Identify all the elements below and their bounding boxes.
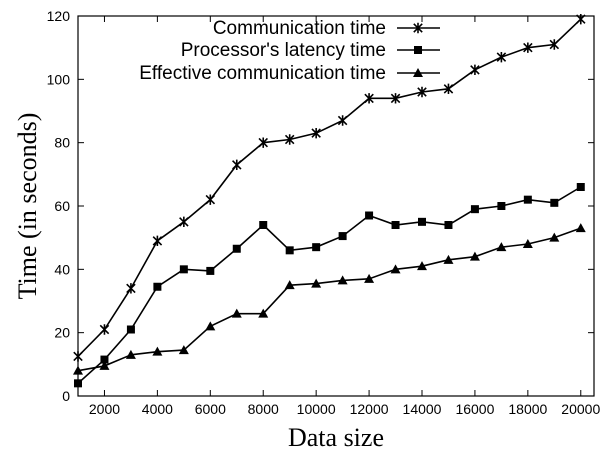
series-line bbox=[77, 186, 582, 384]
data-point bbox=[391, 221, 400, 229]
data-point bbox=[285, 246, 294, 255]
data-point bbox=[232, 244, 241, 253]
data-point bbox=[443, 254, 454, 264]
data-point bbox=[153, 282, 162, 291]
legend-marker bbox=[413, 68, 423, 77]
data-point bbox=[576, 183, 585, 191]
data-point bbox=[178, 345, 189, 355]
data-point bbox=[206, 266, 215, 275]
x-tick-label: 2000 bbox=[89, 401, 120, 417]
data-point bbox=[496, 242, 507, 252]
data-point bbox=[284, 134, 295, 145]
data-point bbox=[390, 264, 401, 274]
data-point bbox=[73, 365, 83, 375]
axes: 0 20 40 60 80 100 120 2000 4000 6000 8000 10000 1200… bbox=[47, 8, 601, 417]
data-point bbox=[417, 261, 427, 271]
data-point bbox=[443, 83, 454, 95]
data-point bbox=[390, 93, 401, 104]
y-axis-title: Time (in seconds) bbox=[13, 113, 42, 300]
data-point bbox=[126, 283, 136, 294]
data-point bbox=[523, 42, 533, 53]
data-point bbox=[284, 280, 295, 290]
data-point bbox=[444, 221, 453, 229]
x-tick-label: 16000 bbox=[455, 401, 494, 417]
data-point bbox=[231, 308, 242, 318]
data-point bbox=[99, 360, 110, 370]
legend-label: Effective communication time bbox=[139, 63, 386, 84]
data-point bbox=[125, 349, 136, 359]
data-point bbox=[311, 127, 321, 139]
data-point bbox=[523, 195, 532, 204]
data-point bbox=[337, 115, 348, 126]
data-point bbox=[417, 86, 427, 98]
data-point bbox=[337, 275, 348, 285]
series-line bbox=[77, 227, 582, 372]
data-point bbox=[576, 13, 586, 25]
data-point bbox=[179, 265, 188, 274]
data-point bbox=[99, 324, 110, 335]
data-point bbox=[258, 137, 268, 148]
data-point bbox=[179, 216, 189, 228]
x-tick-label: 6000 bbox=[195, 401, 226, 417]
y-tick-label: 40 bbox=[54, 261, 70, 277]
y-tick-label: 100 bbox=[47, 71, 71, 87]
x-tick-label: 14000 bbox=[403, 401, 442, 417]
data-point bbox=[258, 308, 269, 318]
series-square bbox=[74, 183, 585, 388]
legend-marker bbox=[414, 46, 422, 54]
y-tick-label: 80 bbox=[54, 135, 70, 151]
y-tick-label: 20 bbox=[54, 325, 70, 341]
data-point bbox=[73, 351, 83, 362]
series-star bbox=[73, 13, 586, 362]
data-point bbox=[364, 273, 375, 283]
series-triangle bbox=[73, 223, 586, 375]
series-line bbox=[77, 18, 582, 357]
x-tick-label: 4000 bbox=[142, 401, 173, 417]
data-point bbox=[364, 93, 374, 104]
data-point bbox=[205, 194, 216, 205]
legend-label: Communication time bbox=[213, 18, 386, 39]
data-point bbox=[338, 232, 347, 241]
data-point bbox=[575, 223, 586, 233]
data-point bbox=[470, 205, 479, 214]
data-point bbox=[522, 239, 533, 248]
x-axis-title: Data size bbox=[288, 423, 384, 452]
data-point bbox=[549, 232, 560, 242]
data-point bbox=[152, 235, 163, 247]
legend-label: Processor's latency time bbox=[181, 40, 386, 61]
y-tick-label: 0 bbox=[62, 388, 70, 404]
data-point bbox=[496, 51, 507, 63]
data-point bbox=[470, 64, 480, 76]
data-point bbox=[100, 355, 109, 364]
data-point bbox=[152, 346, 163, 356]
data-point bbox=[418, 217, 426, 226]
data-point bbox=[497, 202, 506, 210]
data-point bbox=[74, 379, 82, 388]
data-point bbox=[311, 278, 322, 288]
data-point bbox=[126, 325, 135, 334]
data-point bbox=[549, 39, 560, 50]
data-point bbox=[205, 321, 216, 331]
data-point bbox=[312, 243, 321, 252]
y-tick-label: 120 bbox=[47, 8, 71, 24]
data-point bbox=[232, 159, 242, 171]
data-point bbox=[469, 251, 480, 261]
x-tick-label: 12000 bbox=[350, 401, 389, 417]
data-point bbox=[550, 198, 559, 207]
x-tick-label: 10000 bbox=[297, 401, 336, 417]
data-point bbox=[365, 211, 374, 220]
x-tick-label: 20000 bbox=[561, 401, 600, 417]
series-group bbox=[73, 13, 586, 388]
data-point bbox=[259, 221, 268, 229]
y-tick-label: 60 bbox=[54, 198, 70, 214]
x-tick-label: 8000 bbox=[248, 401, 279, 417]
x-tick-label: 18000 bbox=[508, 401, 547, 417]
legend-marker bbox=[413, 22, 423, 34]
